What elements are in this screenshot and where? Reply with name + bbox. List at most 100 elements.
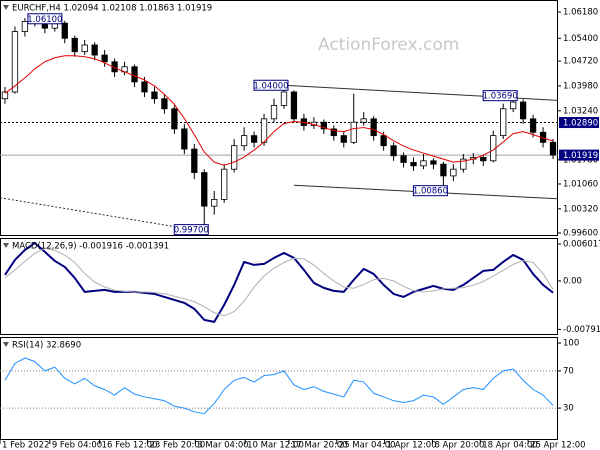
- candle-body: [519, 101, 527, 120]
- candle-body: [211, 199, 218, 207]
- level-label-box: [559, 117, 599, 129]
- candle-body: [11, 31, 19, 93]
- panel-title: MACD(12,26,9) -0.001916 -0.001391: [12, 242, 169, 252]
- y-tick-label: 1.03240: [563, 106, 598, 116]
- annotation-box: [412, 185, 448, 197]
- candle-body: [270, 105, 278, 120]
- annotation-box: [482, 90, 518, 102]
- candle-body: [360, 118, 367, 123]
- line: [4, 357, 554, 415]
- y-tick-label: 70: [563, 366, 574, 376]
- panel-frame: [0, 0, 558, 236]
- candle-body: [390, 145, 397, 157]
- line: [4, 247, 554, 317]
- annotation-label: 1.03690: [483, 92, 518, 102]
- y-tick-label: 100: [563, 339, 579, 349]
- y-tick-label: 0.00: [563, 276, 582, 286]
- candle-body: [101, 54, 108, 63]
- candle-body: [450, 168, 457, 177]
- candle-body: [440, 163, 447, 177]
- annotation-box: [27, 13, 63, 25]
- candle-body: [549, 141, 557, 156]
- candle-body: [260, 118, 268, 143]
- candle-body: [280, 91, 288, 106]
- level-label-box: [559, 149, 599, 161]
- x-tick-label: 1 Apr 12:00: [387, 441, 437, 450]
- candle-body: [91, 44, 98, 56]
- x-tick-label: 10 Mar 12:00: [247, 441, 304, 450]
- candle-body: [61, 22, 68, 39]
- y-tick-label: 30: [563, 404, 574, 414]
- x-tick-label: 1 Feb 2022: [2, 441, 50, 450]
- candle-body: [430, 160, 437, 165]
- candle-body: [161, 98, 168, 110]
- title-marker: [3, 342, 9, 347]
- y-tick-label: 1.05400: [563, 34, 598, 44]
- candle-body: [131, 66, 138, 83]
- candle-body: [529, 118, 537, 133]
- candle-body: [460, 158, 467, 170]
- candle-body: [240, 135, 248, 147]
- y-tick-label: 0.99600: [563, 228, 598, 238]
- y-tick-label: 1.03980: [563, 81, 598, 91]
- candle-body: [81, 44, 88, 53]
- x-tick-label: 3 Mar 04:00: [197, 441, 248, 450]
- candle-body: [71, 37, 78, 53]
- title-marker: [3, 243, 9, 248]
- candle-body: [141, 81, 148, 93]
- x-tick-label: 25 Apr 12:00: [530, 441, 585, 450]
- x-tick-label: 17 Mar 20:00: [291, 441, 348, 450]
- candle-body: [510, 101, 517, 110]
- panel-title: RSI(14) 32.8690: [12, 341, 81, 351]
- annotation-label: 0.99700: [174, 226, 209, 236]
- panel-frame: [0, 238, 558, 335]
- candle-body: [290, 91, 298, 120]
- x-tick-label: 25 Mar 04:00: [339, 441, 396, 450]
- level-label: 1.02890: [563, 119, 598, 129]
- annotation-label: 1.00860: [413, 187, 448, 197]
- candle-body: [320, 121, 327, 130]
- x-tick-label: 16 Feb 12:00: [102, 441, 158, 450]
- candle-body: [330, 128, 337, 137]
- level-label: 1.01919: [563, 151, 598, 161]
- y-tick-label: 1.06180: [563, 8, 598, 18]
- annotation-label: 1.04000: [253, 81, 288, 91]
- candle-body: [201, 172, 208, 207]
- candle-body: [21, 21, 29, 32]
- candle-body: [1, 91, 9, 100]
- y-tick-label: 1.04720: [563, 57, 598, 67]
- candle-body: [370, 118, 377, 137]
- candle-body: [350, 121, 357, 143]
- annotation-label: 1.06100: [27, 15, 62, 25]
- candle-body: [221, 168, 228, 200]
- annotation-box: [173, 224, 209, 236]
- line: [4, 55, 554, 166]
- candle-body: [181, 128, 188, 150]
- x-tick-label: 9 Feb 04:00: [52, 441, 102, 450]
- panel-frame: [0, 337, 558, 440]
- x-tick-label: 23 Feb 20:00: [149, 441, 205, 450]
- x-tick-label: 8 Apr 20:00: [434, 441, 484, 450]
- title-marker: [3, 5, 9, 10]
- candle-body: [380, 135, 387, 147]
- candle-body: [500, 108, 507, 137]
- candle-body: [400, 155, 407, 163]
- candle-body: [340, 135, 347, 143]
- x-tick-label: 18 Apr 04:00: [482, 441, 537, 450]
- y-tick-label: 1.01060: [563, 179, 598, 189]
- watermark: ActionForex.com: [318, 35, 459, 55]
- candle-body: [191, 148, 198, 173]
- panel-title: EURCHF,H4 1.02094 1.02108 1.01863 1.0191…: [12, 4, 212, 14]
- candle-body: [420, 160, 427, 167]
- candle-body: [231, 145, 238, 170]
- annotation-box: [253, 79, 289, 91]
- line: [4, 241, 554, 323]
- candle-body: [151, 91, 158, 100]
- y-tick-label: -0.007911: [563, 325, 600, 335]
- candle-body: [171, 108, 178, 130]
- candle-body: [480, 157, 487, 162]
- y-tick-label: 0.006017: [563, 240, 600, 250]
